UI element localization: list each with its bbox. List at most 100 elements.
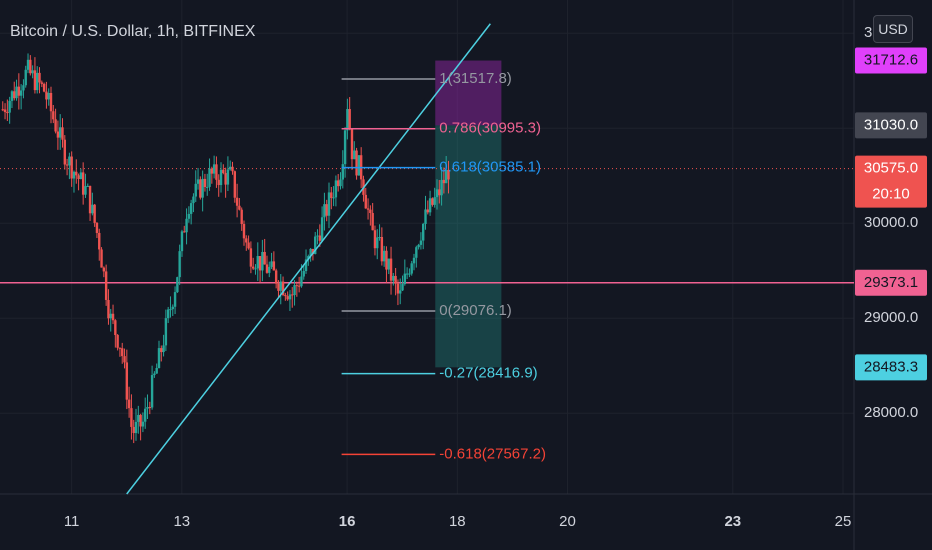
candle-body xyxy=(371,213,374,231)
candle-body xyxy=(173,292,177,307)
candle xyxy=(19,84,23,110)
candle-body xyxy=(231,166,234,172)
candle xyxy=(261,239,264,282)
candle-body xyxy=(392,275,395,281)
candle xyxy=(382,245,386,267)
candle-body xyxy=(93,204,96,223)
candle-body xyxy=(8,100,11,113)
candle-body xyxy=(111,313,115,321)
candle xyxy=(134,408,138,441)
price-label-text: 31030.0 xyxy=(864,116,918,133)
candle xyxy=(125,349,129,410)
candle xyxy=(58,114,62,150)
candle-body xyxy=(84,186,87,195)
candle xyxy=(371,202,374,231)
candle-body xyxy=(68,156,71,166)
candle-body xyxy=(47,92,50,100)
candle xyxy=(297,276,301,293)
candle-body xyxy=(109,313,112,319)
candle-body xyxy=(171,306,174,310)
x-tick-label: 18 xyxy=(449,513,466,530)
candle xyxy=(222,164,225,175)
candle-body xyxy=(162,345,165,353)
candle-body xyxy=(15,86,18,99)
x-tick-label: 25 xyxy=(835,513,852,530)
candle xyxy=(431,197,434,207)
candle xyxy=(88,185,92,221)
fib-level-label: 0.786(30995.3) xyxy=(439,120,541,137)
candle-body xyxy=(444,169,448,184)
candle xyxy=(63,135,66,170)
candle xyxy=(6,99,9,122)
candle-body xyxy=(314,236,317,255)
candle-body xyxy=(240,209,243,224)
candle-body xyxy=(366,208,370,210)
candle xyxy=(65,158,69,176)
candle-body xyxy=(256,256,259,269)
candle xyxy=(373,225,377,256)
candle-body xyxy=(336,180,340,187)
candle xyxy=(284,292,287,301)
candle-body xyxy=(387,258,390,270)
candles xyxy=(1,53,450,444)
candle xyxy=(22,79,25,99)
candle-body xyxy=(279,281,282,291)
candle-body xyxy=(224,173,227,185)
candle-body xyxy=(272,261,276,271)
candle xyxy=(29,55,32,76)
candle xyxy=(107,289,110,325)
candle-body xyxy=(166,309,170,319)
x-tick-label: 20 xyxy=(559,513,576,530)
candle-body xyxy=(63,139,66,165)
candle-body xyxy=(364,194,367,209)
candle xyxy=(309,247,312,262)
candle xyxy=(91,192,94,216)
candle-body xyxy=(382,250,386,262)
candle xyxy=(233,170,237,203)
candle-body xyxy=(258,256,262,271)
candle-body xyxy=(33,70,37,91)
candle xyxy=(52,104,55,124)
candle xyxy=(369,205,372,226)
candle-body xyxy=(102,267,106,272)
candle xyxy=(166,306,170,324)
candle-body xyxy=(118,347,122,349)
candle xyxy=(157,340,161,369)
candle xyxy=(226,156,230,192)
candle-body xyxy=(226,169,230,185)
candle xyxy=(258,255,262,283)
candle xyxy=(54,108,57,134)
price-label-text: 29373.1 xyxy=(864,274,918,291)
candle xyxy=(392,272,395,286)
candle-body xyxy=(13,91,16,99)
fib-level-label: -0.27(28416.9) xyxy=(439,365,537,382)
candle xyxy=(279,274,282,305)
candle xyxy=(399,278,402,305)
candle-body xyxy=(357,155,361,176)
candle-body xyxy=(65,164,69,166)
x-tick-label: 11 xyxy=(64,513,80,530)
candle xyxy=(339,172,342,190)
candle xyxy=(327,182,331,229)
candle-body xyxy=(144,408,147,422)
candle-body xyxy=(141,421,145,427)
candle-body xyxy=(169,309,172,311)
candle-body xyxy=(355,150,358,176)
candle xyxy=(95,222,99,239)
candle xyxy=(132,419,135,444)
candle-body xyxy=(431,198,434,205)
x-tick-label: 23 xyxy=(724,513,741,530)
candle xyxy=(180,229,184,257)
candle-body xyxy=(286,296,289,300)
candle xyxy=(100,247,103,268)
candle-body xyxy=(91,204,94,214)
candle xyxy=(387,258,390,275)
candle-body xyxy=(373,230,377,249)
candle-body xyxy=(401,284,404,291)
candle-body xyxy=(320,217,324,241)
candle-body xyxy=(247,242,250,249)
candle xyxy=(334,175,338,207)
candle-body xyxy=(81,172,85,195)
currency-button[interactable]: USD xyxy=(873,15,913,43)
